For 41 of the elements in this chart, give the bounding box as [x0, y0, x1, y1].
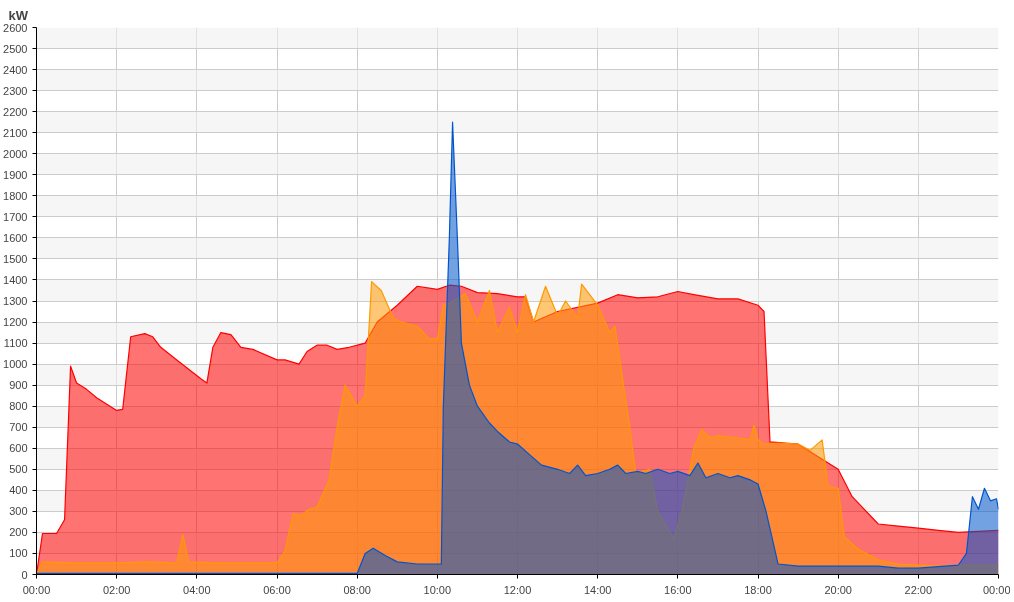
y-axis-title: kW — [8, 7, 29, 23]
y-tick-label: 400 — [9, 484, 28, 497]
x-tick-label: 08:00 — [343, 583, 371, 596]
y-tick-label: 900 — [9, 379, 28, 392]
y-tick-label: 2300 — [3, 84, 28, 97]
x-tick-label: 02:00 — [102, 583, 131, 596]
y-tick-label: 700 — [9, 421, 28, 434]
y-tick-label: 1500 — [3, 252, 28, 265]
x-tick-label: 16:00 — [664, 583, 692, 596]
x-tick-label: 20:00 — [824, 583, 852, 596]
x-tick-label: 12:00 — [503, 583, 532, 596]
x-tick-label: 18:00 — [744, 583, 772, 596]
x-tick-label: 04:00 — [183, 583, 211, 596]
x-tick-label: 10:00 — [423, 583, 452, 596]
y-tick-label: 2600 — [3, 21, 28, 34]
y-tick-label: 600 — [9, 442, 28, 455]
y-tick-label: 1000 — [3, 358, 28, 371]
x-tick-label: 00:00 — [22, 583, 51, 596]
y-tick-label: 1600 — [3, 231, 28, 244]
y-tick-label: 1200 — [3, 316, 28, 329]
y-tick-label: 1800 — [3, 189, 28, 202]
y-tick-label: 2000 — [3, 147, 28, 160]
y-tick-label: 2200 — [3, 105, 28, 118]
y-tick-label: 100 — [9, 547, 28, 560]
x-tick-label: 14:00 — [583, 583, 612, 596]
y-tick-label: 2400 — [3, 63, 28, 76]
y-tick-label: 500 — [9, 463, 28, 476]
y-tick-label: 1900 — [3, 168, 28, 181]
y-tick-label: 0 — [21, 568, 28, 581]
y-tick-label: 1700 — [3, 210, 28, 223]
x-tick-label: 00:00 — [982, 583, 1011, 596]
y-tick-label: 300 — [9, 505, 28, 518]
x-tick-label: 06:00 — [263, 583, 291, 596]
y-tick-label: 1300 — [3, 295, 28, 307]
y-tick-label: 2500 — [3, 42, 28, 55]
y-tick-label: 1400 — [3, 273, 28, 286]
y-tick-label: 2100 — [3, 126, 28, 139]
y-tick-label: 800 — [9, 400, 28, 413]
y-tick-label: 200 — [9, 526, 28, 539]
x-tick-label: 22:00 — [904, 583, 933, 596]
y-tick-label: 1100 — [3, 337, 28, 350]
